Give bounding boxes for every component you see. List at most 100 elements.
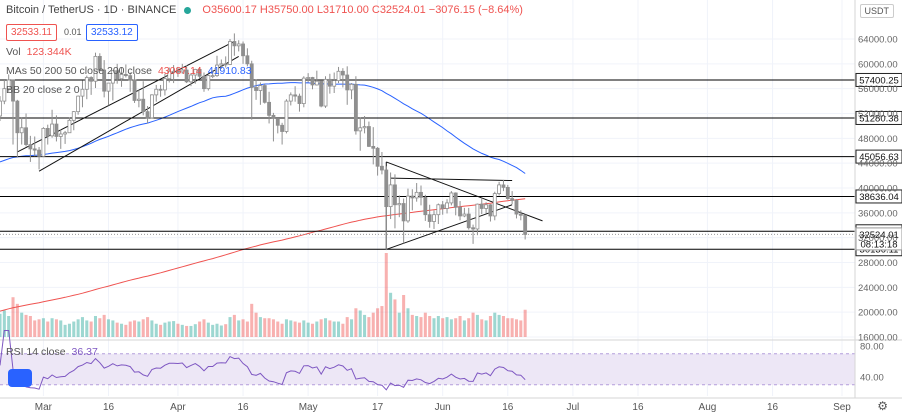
- volume-bar: [449, 319, 453, 337]
- volume-bar: [63, 324, 67, 337]
- candle-body: [215, 64, 219, 77]
- volume-bar: [211, 324, 215, 337]
- candle-body: [466, 213, 471, 229]
- gear-icon[interactable]: ⚙: [877, 399, 888, 413]
- volume-bar: [159, 324, 163, 337]
- price-tick-label: 28000.00: [858, 258, 898, 269]
- volume-bar: [436, 316, 440, 337]
- volume-bar: [89, 321, 93, 337]
- volume-bar: [354, 308, 358, 337]
- price-tick-label: 48000.00: [858, 134, 898, 145]
- volume-bar: [280, 323, 284, 337]
- price-tick-label: 56000.00: [858, 84, 898, 95]
- volume-bar: [11, 297, 15, 337]
- candle-body: [306, 77, 311, 79]
- volume-bar: [393, 299, 397, 337]
- volume-bar: [59, 320, 63, 337]
- candle-body: [37, 149, 41, 157]
- candle-body: [310, 77, 315, 86]
- rsi-legend[interactable]: RSI 14 close 36.37: [6, 346, 98, 358]
- volume-legend-value: 123.344K: [26, 46, 72, 58]
- volume-bar: [258, 317, 262, 337]
- volume-bar: [46, 321, 50, 337]
- symbol-title[interactable]: Bitcoin / TetherUS · 1D · BINANCE: [6, 4, 177, 16]
- volume-bar: [510, 318, 514, 337]
- volume-bar: [185, 325, 189, 337]
- candle-body: [136, 98, 141, 101]
- candle-body: [171, 70, 176, 73]
- buy-button[interactable]: 32533.12: [86, 24, 138, 41]
- tradingview-logo-icon[interactable]: [8, 369, 32, 387]
- sell-button[interactable]: 32533.11: [6, 24, 57, 41]
- trendline-upper: [17, 41, 235, 153]
- volume-bar: [137, 321, 141, 337]
- volume-bar: [163, 322, 167, 337]
- grid: [0, 0, 902, 399]
- candle-body: [167, 70, 172, 80]
- volume-bars: [0, 253, 527, 337]
- volume-bar: [297, 322, 301, 337]
- candle-body: [497, 184, 502, 194]
- candle-body: [119, 73, 124, 80]
- bb-legend[interactable]: BB 20 close 2 0: [6, 84, 80, 96]
- candle-body: [45, 127, 50, 137]
- level-tag: [855, 110, 902, 125]
- volume-bar: [202, 319, 206, 337]
- time-tick-label: Apr: [170, 402, 186, 413]
- candle-body: [176, 70, 180, 73]
- candle-body: [505, 186, 510, 199]
- volume-bar: [172, 321, 176, 337]
- candle-body: [445, 202, 449, 209]
- market-status-icon: [184, 6, 192, 14]
- candle-body: [293, 94, 298, 97]
- volume-bar: [315, 321, 319, 337]
- rsi-line: [0, 330, 526, 391]
- candle-body: [15, 100, 20, 134]
- ma-legend[interactable]: MAs 50 200 50 close 200 close 43087.14 419…: [6, 65, 252, 77]
- candle-body: [423, 196, 428, 216]
- candle-body: [406, 195, 410, 222]
- candles: [0, 33, 528, 251]
- volume-bar: [2, 310, 6, 337]
- volume-legend[interactable]: Vol 123.344K: [6, 46, 72, 58]
- candle-body: [380, 165, 384, 171]
- currency-button[interactable]: USDT: [859, 4, 894, 18]
- price-tick-label: 40000.00: [858, 184, 898, 195]
- volume-bar: [384, 253, 388, 337]
- candle-body: [232, 41, 237, 47]
- volume-bar: [445, 317, 449, 337]
- time-tick-label: Jun: [435, 402, 451, 413]
- candle-body: [401, 203, 406, 222]
- volume-bar: [224, 324, 228, 337]
- candle-body: [475, 203, 480, 230]
- candle-body: [245, 55, 250, 65]
- candle-body: [362, 126, 367, 129]
- volume-bar: [371, 312, 375, 337]
- rsi-pane: [0, 330, 855, 391]
- volume-bar: [93, 316, 98, 337]
- volume-bar: [345, 317, 349, 337]
- volume-bar: [106, 319, 111, 337]
- volume-bar: [328, 320, 332, 337]
- volume-bar: [85, 320, 89, 337]
- rsi-band: [0, 353, 855, 385]
- last-price-label: 32524.01: [859, 230, 899, 241]
- volume-bar: [454, 318, 458, 337]
- candle-body: [41, 127, 46, 157]
- candle-body: [210, 75, 215, 78]
- time-tick-label: Aug: [699, 402, 717, 413]
- candle-body: [523, 214, 528, 235]
- time-tick-label: 16: [767, 402, 779, 413]
- bb-legend-label: BB 20 close 2 0: [6, 84, 80, 96]
- time-axis: Mar 16 Apr 16 May 17 Jun 16 Jul 16 Aug 16 Sep: [35, 402, 852, 413]
- level-tag-label: 57400.25: [859, 75, 899, 86]
- price-tick-label: 20000.00: [858, 308, 898, 319]
- volume-bar: [289, 320, 293, 337]
- candle-body: [236, 43, 241, 47]
- candle-body: [332, 80, 337, 87]
- candle-body: [301, 77, 306, 104]
- candle-body: [249, 63, 254, 88]
- volume-bar: [506, 318, 510, 337]
- candle-body: [106, 82, 111, 92]
